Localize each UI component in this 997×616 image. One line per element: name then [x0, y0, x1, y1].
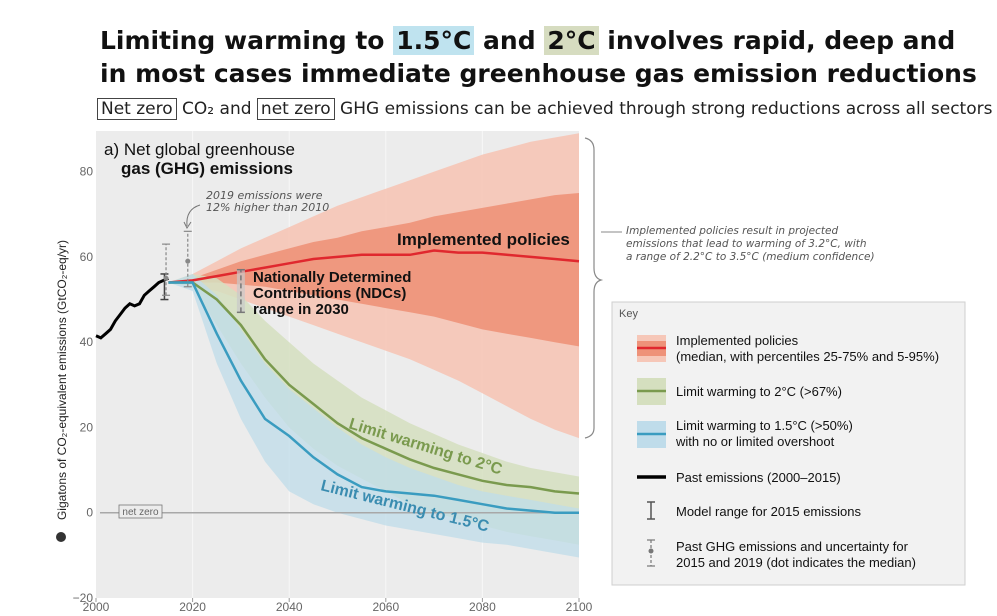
net-zero-box [118, 504, 163, 519]
title-highlight-2c: 2°C [544, 26, 599, 55]
legend-uncertainty-line1: Past GHG emissions and uncertainty for [676, 539, 909, 554]
x-tick-2080: 2080 [469, 600, 496, 614]
x-tick-2020: 2020 [179, 600, 206, 614]
y-tick--20: −20 [73, 591, 94, 605]
legend-uncertainty-line2: 2015 and 2019 (dot indicates the median) [676, 555, 916, 570]
limit-2c-band [168, 274, 579, 545]
legend-implemented-line1: Implemented policies [676, 333, 799, 348]
chart-title: Limiting warming to 1.5°C and 2°C involv… [100, 24, 980, 90]
panel-label-text1: a) Net global greenhouse [104, 140, 295, 159]
note-2019-line2: 12% higher than 2010 [206, 201, 329, 214]
uncertainty-markers [160, 230, 245, 314]
note-2019-pointer [186, 204, 201, 227]
legend-model-range-line1: Model range for 2015 emissions [676, 504, 861, 519]
ndc-range-2030-box [236, 269, 245, 313]
y-tick-labels: −20 0 20 40 60 80 [73, 165, 94, 605]
title-line1-post: involves rapid, deep and [598, 26, 956, 55]
ndc-label-line1: Nationally Determined [253, 269, 411, 286]
title-highlight-1-5c: 1.5°C [393, 26, 475, 55]
title-line1-pre: Limiting warming to [100, 26, 394, 55]
scenario-bands [168, 133, 579, 558]
panel-label-line1: a) Net global greenhouse [104, 140, 295, 159]
past-emissions-line [95, 276, 170, 340]
y-axis-label-group: Gigatons of CO₂-equivalent emissions (Gt… [55, 240, 69, 520]
implemented-policies-label: Implemented policies [397, 230, 570, 249]
brace-note-line1: Implemented policies result in projected [626, 225, 838, 237]
x-tick-2000: 2000 [83, 600, 110, 614]
legend-past-line1: Past emissions (2000–2015) [676, 470, 841, 485]
past-uncertainty-2019-median-dot [185, 258, 191, 264]
x-tick-2040: 2040 [276, 600, 303, 614]
subtitle-box-net-zero-ghg: net zero [256, 98, 335, 120]
subtitle-co2: CO₂ and [176, 99, 257, 119]
legend-title: Key [619, 308, 638, 320]
limit-1-5c-median-line [168, 281, 579, 514]
panel-label-line2: gas (GHG) emissions [121, 159, 293, 178]
limit-2c-median-line [168, 281, 580, 495]
info-icon [56, 532, 66, 542]
legend: Key Implemented policies (median, with p… [611, 301, 966, 586]
x-tick-2100: 2100 [566, 600, 593, 614]
y-tick-40: 40 [80, 335, 94, 349]
y-tick-60: 60 [80, 250, 94, 264]
legend-1-5c-line1: Limit warming to 1.5°C (>50%) [676, 418, 853, 433]
legend-implemented-line2: (median, with percentiles 25-75% and 5-9… [676, 349, 939, 364]
x-tick-labels: 2000 2020 2040 2060 2080 2100 [83, 598, 593, 614]
brace-note-line3: a range of 2.2°C to 3.5°C (medium confid… [626, 251, 875, 263]
legend-2c-line1: Limit warming to 2°C (>67%) [676, 384, 842, 399]
brace-note-line2: emissions that lead to warming of 3.2°C,… [626, 238, 867, 250]
legend-1-5c-line2: with no or limited overshoot [675, 434, 835, 449]
chart-subtitle: Net zero CO₂ and net zero GHG emissions … [97, 98, 993, 120]
projection-brace [584, 137, 604, 439]
ndc-label-line2: Contributions (NDCs) [253, 285, 406, 302]
title-line1-mid: and [474, 26, 545, 55]
legend-box [611, 301, 966, 586]
y-tick-20: 20 [80, 420, 94, 434]
limit-1-5c-band [168, 274, 579, 558]
implemented-band-25-75 [168, 193, 579, 347]
scenario-lines [95, 249, 580, 514]
ndc-label-line3: range in 2030 [253, 301, 349, 318]
y-tick-80: 80 [80, 165, 94, 179]
x-tick-2060: 2060 [372, 600, 399, 614]
y-tick-0: 0 [86, 506, 93, 520]
subtitle-box-net-zero-co2: Net zero [97, 98, 177, 120]
net-zero-label: net zero [122, 507, 159, 518]
note-2019-line1: 2019 emissions were [206, 189, 323, 202]
implemented-median-line [168, 249, 580, 284]
note-2019-arrowhead [183, 221, 192, 229]
title-line2: in most cases immediate greenhouse gas e… [100, 59, 977, 88]
past-uncertainty-2015-median-dot [163, 275, 169, 281]
y-axis-label: Gigatons of CO₂-equivalent emissions (Gt… [55, 240, 69, 520]
legend-swatch-uncertainty-dot [648, 548, 654, 554]
subtitle-rest: GHG emissions can be achieved through st… [334, 99, 993, 119]
